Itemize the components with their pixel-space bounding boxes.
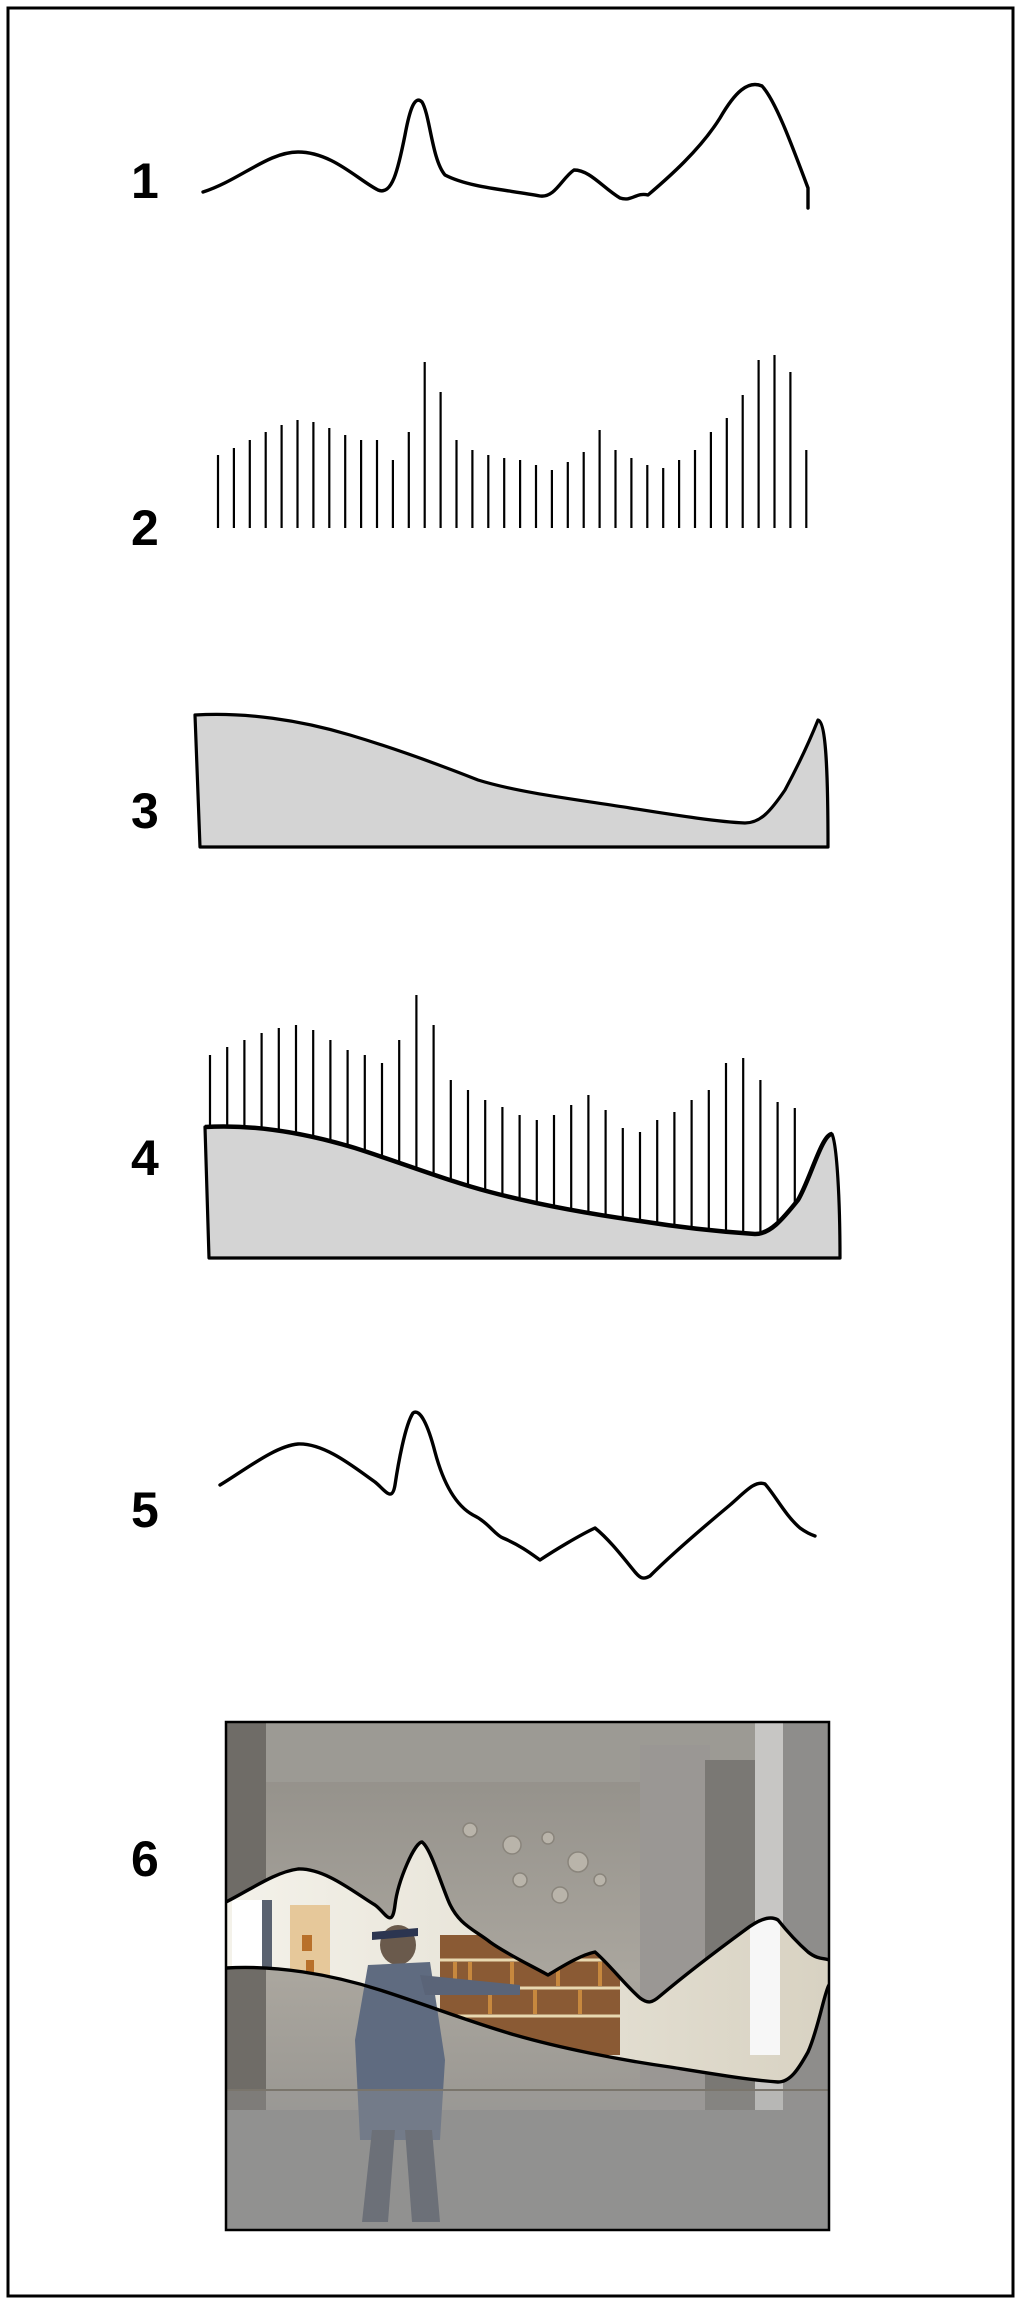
panel-6-photo-frame bbox=[224, 1720, 831, 2232]
panel-4-area-top-edge bbox=[204, 1124, 833, 1237]
person-figure bbox=[355, 1925, 520, 2222]
panel-5-profile-curve bbox=[218, 1410, 817, 1580]
panel-number-2: 2 bbox=[131, 500, 159, 556]
panel-6-upper-curve bbox=[226, 1840, 829, 2004]
panel-number-6: 6 bbox=[131, 1831, 159, 1887]
panel-number-3: 3 bbox=[131, 783, 159, 839]
panel-3-filled-area bbox=[193, 712, 830, 849]
panel-6-lower-curve bbox=[226, 1965, 829, 2084]
panel-2-vertical-lines bbox=[216, 355, 808, 528]
panel-number-4: 4 bbox=[131, 1130, 159, 1186]
panel-6-photograph bbox=[226, 1722, 829, 2230]
panel-number-1: 1 bbox=[131, 153, 159, 209]
panel-1-profile-curve bbox=[201, 82, 810, 210]
shaded-band bbox=[226, 2090, 829, 2230]
panel-number-5: 5 bbox=[131, 1482, 159, 1538]
